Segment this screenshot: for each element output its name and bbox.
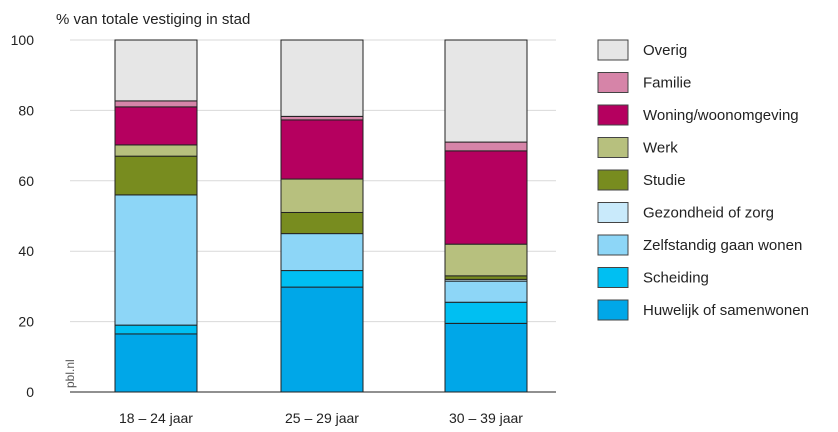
legend-swatch [597, 72, 629, 93]
bar-segment [444, 322, 528, 393]
legend-swatch [597, 104, 629, 126]
legend-swatch [597, 169, 629, 191]
legend-swatch [597, 234, 629, 256]
y-tick-label: 40 [18, 243, 34, 259]
legend-swatch [597, 202, 629, 223]
x-tick-label: 25 – 29 jaar [285, 410, 359, 426]
bar-segment [280, 211, 364, 235]
bar-segment [280, 233, 364, 272]
legend-swatch [597, 39, 629, 61]
legend-label: Zelfstandig gaan wonen [643, 237, 802, 254]
watermark-label: pbl.nl [63, 359, 77, 388]
legend: Overig Familie Woning/woonomgeving Werk Stud… [597, 39, 809, 321]
legend-label: Huwelijk of samenwonen [643, 302, 809, 319]
legend-label: Gezondheid of zorg [643, 205, 774, 222]
bar-segment [280, 119, 364, 180]
legend-swatch [597, 299, 629, 321]
y-tick-label: 100 [11, 32, 35, 48]
legend-label: Werk [643, 140, 678, 157]
bar-segment [280, 270, 364, 288]
bar-segment [114, 39, 198, 102]
legend-swatch [597, 267, 629, 288]
legend-swatch [597, 137, 629, 158]
bar-segment [444, 39, 528, 143]
x-axis-ticks: 18 – 24 jaar 25 – 29 jaar 30 – 39 jaar [119, 410, 523, 426]
y-tick-label: 20 [18, 314, 34, 330]
bar-segment [444, 150, 528, 245]
legend-label: Overig [643, 42, 687, 59]
bar-segment [280, 286, 364, 393]
bar-segment [280, 115, 364, 121]
legend-label: Scheiding [643, 270, 709, 287]
bar-segment [114, 333, 198, 393]
y-tick-label: 60 [18, 173, 34, 189]
bar-segment [444, 275, 528, 280]
bar-segment [444, 243, 528, 277]
y-axis-ticks: 0 20 40 60 80 100 [11, 32, 35, 400]
bar-segment [114, 106, 198, 146]
bar-segment [444, 301, 528, 324]
y-tick-label: 80 [18, 102, 34, 118]
x-tick-label: 30 – 39 jaar [449, 410, 523, 426]
bar-segment [114, 155, 198, 196]
bar-segment [444, 141, 528, 152]
bar-segment [444, 280, 528, 303]
y-tick-label: 0 [26, 384, 34, 400]
bar-segment [114, 324, 198, 335]
bar-segment [114, 144, 198, 157]
bar-segment [280, 39, 364, 117]
y-axis-title: % van totale vestiging in stad [56, 11, 250, 28]
x-tick-label: 18 – 24 jaar [119, 410, 193, 426]
bar-segment [114, 194, 198, 326]
legend-label: Studie [643, 172, 686, 189]
bar-segment [114, 100, 198, 108]
bar-segment [280, 178, 364, 213]
bars [114, 39, 528, 393]
legend-label: Woning/woonomgeving [643, 107, 799, 124]
legend-label: Familie [643, 75, 691, 92]
